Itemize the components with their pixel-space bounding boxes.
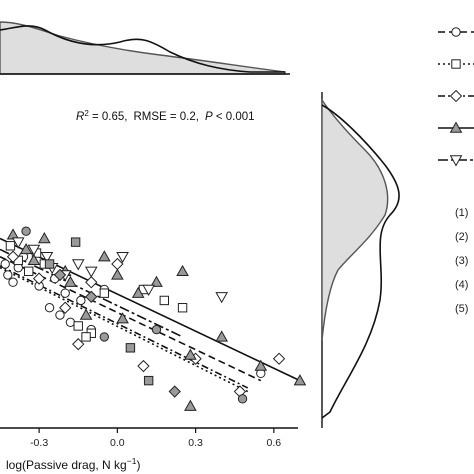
x-tick-label: 0.3 — [188, 437, 203, 449]
scatter-points — [0, 226, 307, 411]
legend-number: (3) — [455, 255, 468, 267]
triangle-down-marker — [11, 237, 25, 249]
triangle-marker — [19, 242, 33, 255]
right-density-line — [321, 104, 400, 419]
fit-statistics: R2 = 0.65, RMSE = 0.2, P < 0.001 — [76, 109, 255, 124]
diamond-marker — [85, 276, 98, 289]
square-marker — [23, 266, 34, 276]
circle-marker — [451, 27, 461, 37]
p-value: < 0.001 — [213, 111, 255, 123]
top-density-filled — [0, 21, 286, 75]
p-symbol: P — [205, 111, 213, 123]
square-marker — [451, 59, 461, 69]
top-marginal-density — [0, 21, 290, 75]
square-marker — [70, 237, 81, 247]
r2-symbol: R — [76, 111, 84, 123]
x-tick-label: 0.0 — [110, 437, 125, 449]
right-marginal-density — [321, 92, 400, 428]
circle-marker — [8, 277, 18, 287]
triangle-marker — [449, 121, 463, 133]
square-marker — [99, 288, 110, 298]
circle-marker — [99, 332, 110, 342]
diamond-marker — [72, 338, 85, 351]
circle-marker — [76, 295, 86, 306]
triangle-marker — [79, 308, 93, 320]
diamond-marker — [6, 250, 20, 263]
square-marker — [5, 241, 16, 251]
circle-marker — [237, 394, 248, 404]
triangle-down-marker — [27, 244, 41, 256]
circle-marker — [65, 317, 76, 328]
triangle-marker — [111, 268, 124, 280]
x-axis-title-superscript: −1 — [127, 456, 137, 466]
triangle-down-marker — [215, 292, 228, 304]
triangle-down-marker — [71, 259, 85, 271]
legend-number: (4) — [455, 279, 468, 291]
triangle-down-marker — [40, 252, 54, 264]
triangle-marker — [293, 374, 307, 386]
circle-marker — [3, 270, 13, 280]
top-density-line — [0, 25, 285, 73]
triangle-marker — [184, 348, 197, 360]
triangle-marker — [150, 275, 163, 287]
legend-number: (1) — [455, 207, 468, 219]
triangle-marker — [184, 399, 197, 411]
x-axis-title: log(Passive drag, N kg−1) — [6, 456, 140, 472]
diamond-marker — [272, 352, 286, 365]
triangle-marker — [116, 312, 129, 324]
circle-marker — [21, 226, 31, 236]
triangle-down-marker — [449, 155, 463, 167]
diamond-marker — [168, 385, 181, 398]
diamond-marker — [85, 290, 98, 303]
circle-marker — [55, 310, 65, 320]
r2-value: = 0.65, — [89, 111, 128, 123]
square-marker — [177, 303, 188, 313]
triangle-marker — [215, 330, 228, 342]
x-axis-title-close: ) — [136, 458, 140, 472]
triangle-marker — [38, 232, 51, 244]
circle-marker — [60, 288, 70, 298]
diamond-marker — [59, 301, 72, 314]
diamond-marker — [53, 268, 67, 282]
diamond-marker — [137, 359, 150, 373]
circle-marker — [151, 324, 162, 335]
square-marker — [159, 295, 170, 306]
rmse-value: RMSE = 0.2, — [133, 111, 199, 123]
diamond-marker — [32, 272, 46, 285]
right-density-filled — [321, 97, 389, 341]
square-marker — [143, 375, 154, 386]
square-marker — [125, 343, 136, 353]
x-tick-label: -0.3 — [30, 437, 48, 449]
triangle-marker — [254, 359, 268, 371]
triangle-marker — [64, 275, 77, 287]
triangle-marker — [98, 250, 111, 262]
square-marker — [73, 321, 83, 331]
square-marker — [81, 332, 91, 342]
triangle-down-marker — [142, 284, 155, 296]
x-tick-group: -0.3 0.0 0.3 0.6 — [30, 428, 281, 449]
main-plot-axes: -0.3 0.0 0.3 0.6 — [0, 427, 298, 449]
triangle-marker — [176, 264, 189, 276]
legend-number: (5) — [455, 303, 468, 315]
legend: (1) (2) (3) (4) (5) — [438, 27, 474, 315]
x-axis-title-main: log(Passive drag, N kg — [6, 458, 127, 472]
circle-marker — [0, 259, 10, 269]
square-marker — [44, 259, 55, 269]
x-tick-label: 0.6 — [267, 437, 282, 449]
circle-marker — [44, 303, 55, 313]
triangle-down-marker — [116, 252, 129, 264]
diamond-marker — [449, 89, 463, 103]
triangle-marker — [27, 253, 41, 266]
legend-number: (2) — [455, 231, 468, 243]
r2-superscript: 2 — [84, 109, 89, 118]
triangle-marker — [131, 286, 145, 298]
triangle-down-marker — [84, 266, 98, 278]
